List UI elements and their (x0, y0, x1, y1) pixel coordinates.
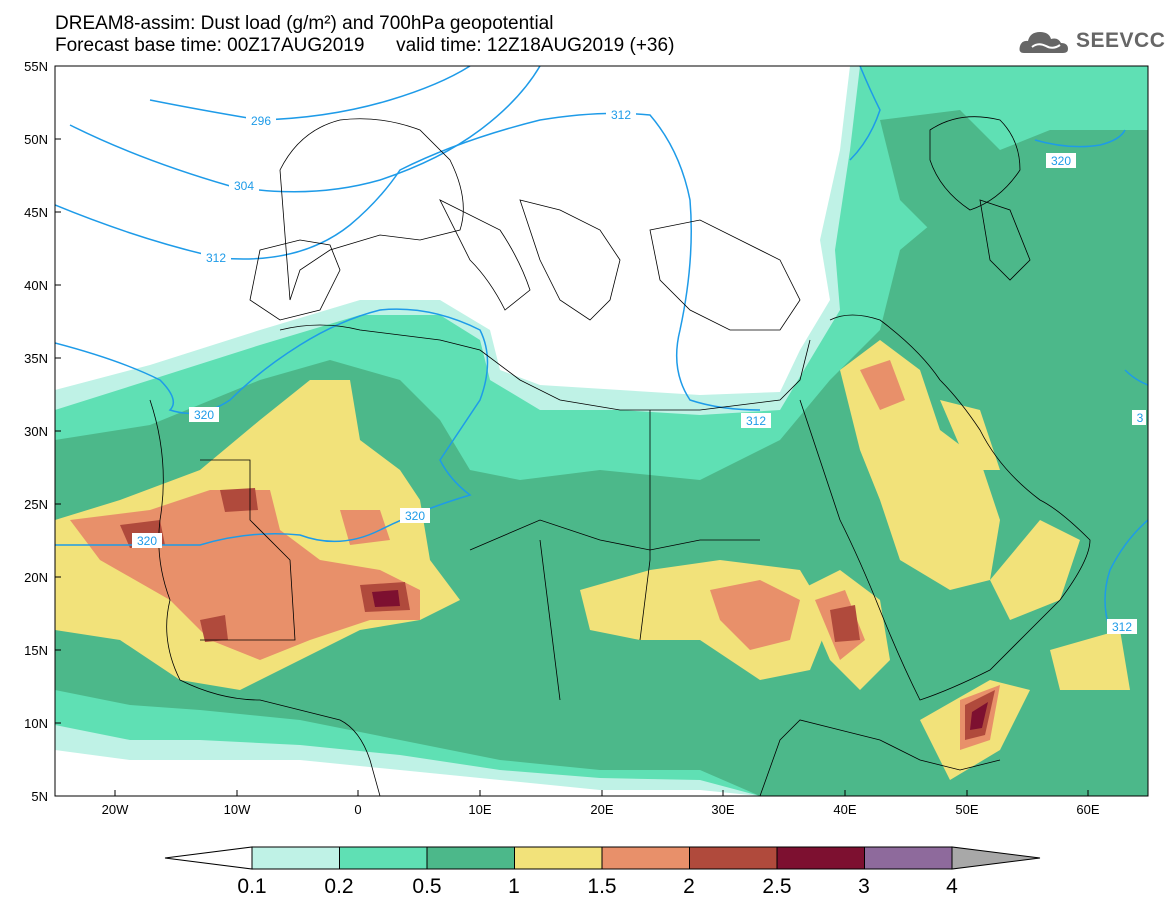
colorbar-label: 1 (508, 875, 520, 898)
longitude-ticks (114, 790, 1089, 796)
colorbar-arrow-left (164, 846, 253, 870)
contour-312-west (55, 112, 761, 411)
colorbar-swatch (864, 846, 953, 870)
colorbar-label: 3 (858, 875, 870, 898)
svg-text:312: 312 (611, 108, 631, 122)
cloud-logo-icon (1019, 32, 1068, 53)
forecast-time-subtitle: Forecast base time: 00Z17AUG2019 valid t… (55, 35, 675, 56)
dust-level-1-arabiansea (1050, 630, 1130, 690)
dust-level-2-5-b (970, 702, 988, 730)
latitude-axis: 55N 50N 45N 40N 35N 30N 25N 20N 15N 10N … (24, 59, 48, 804)
colorbar-label: 0.1 (237, 875, 266, 898)
contour-label-304: 304 (229, 178, 259, 193)
contour-320-east (1034, 129, 1126, 148)
map-area (55, 66, 1148, 796)
svg-text:312: 312 (746, 414, 766, 428)
colorbar-swatch (514, 846, 603, 870)
dust-level-1-5-interior (340, 510, 390, 545)
dust-level-2-c (200, 615, 228, 642)
contour-label-312-d: 312 (1107, 619, 1137, 634)
dust-level-2-5-a (372, 590, 400, 607)
contour-label-312-a: 312 (201, 250, 231, 265)
colorbar-swatch (776, 846, 865, 870)
lon-label: 20W (102, 802, 129, 817)
svg-text:312: 312 (1112, 620, 1132, 634)
svg-text:320: 320 (1051, 154, 1071, 168)
lat-label: 35N (24, 351, 48, 366)
lat-label: 50N (24, 132, 48, 147)
lon-label: 50E (955, 802, 978, 817)
lon-label: 30E (711, 802, 734, 817)
colorbar-swatch (689, 846, 778, 870)
colorbar-label: 1.5 (587, 875, 616, 898)
lon-label: 0 (354, 802, 361, 817)
lon-label: 10E (468, 802, 491, 817)
lat-label: 15N (24, 643, 48, 658)
lat-label: 25N (24, 497, 48, 512)
colorbar-label: 4 (946, 875, 958, 898)
contour-label-296: 296 (246, 113, 276, 128)
colorbar-swatch (426, 846, 515, 870)
logo-text: SEEVCCC (1076, 29, 1165, 52)
colorbar-labels: 0.1 0.2 0.5 1 1.5 2 2.5 3 4 (237, 875, 958, 898)
dust-level-1-gulf (940, 400, 1000, 470)
lon-label: 10W (224, 802, 251, 817)
contour-304 (69, 66, 541, 193)
contour-320-north (55, 308, 489, 546)
dust-level-1-5-arabia (860, 360, 905, 410)
colorbar-swatch (601, 846, 690, 870)
contour-label-320-a: 320 (189, 407, 219, 422)
contour-label-3-edge: 3 (1132, 410, 1146, 425)
dust-level-1-oman (990, 520, 1080, 620)
contour-label-312-b: 312 (606, 107, 636, 122)
lat-label: 30N (24, 424, 48, 439)
contour-312-east (1104, 519, 1148, 631)
lat-label: 40N (24, 278, 48, 293)
contour-320-east-small (1124, 369, 1148, 386)
lon-label: 60E (1076, 802, 1099, 817)
latitude-ticks (55, 65, 61, 724)
seevccc-logo: SEEVCCC (1018, 25, 1165, 59)
svg-text:304: 304 (234, 179, 254, 193)
colorbar-label: 0.5 (412, 875, 441, 898)
contour-label-320-c: 320 (132, 533, 162, 548)
colorbar: 0.1 0.2 0.5 1 1.5 2 2.5 3 4 (164, 846, 1041, 898)
svg-text:320: 320 (194, 408, 214, 422)
colorbar-arrow-right (951, 846, 1041, 870)
contour-label-group: 296 304 312 312 312 312 320 320 320 320 … (132, 107, 1146, 634)
contour-296 (149, 66, 471, 121)
svg-text:320: 320 (137, 534, 157, 548)
contour-label-312-c: 312 (741, 413, 771, 428)
contour-label-320-d: 320 (1046, 153, 1076, 168)
svg-text:320: 320 (405, 509, 425, 523)
dust-level-1-5-central (710, 580, 800, 650)
lat-label: 20N (24, 570, 48, 585)
svg-text:312: 312 (206, 251, 226, 265)
colorbar-swatches (251, 846, 953, 870)
map-title: DREAM8-assim: Dust load (g/m²) and 700hP… (55, 13, 554, 34)
svg-text:296: 296 (251, 114, 271, 128)
lon-label: 40E (833, 802, 856, 817)
coastlines-borders (149, 116, 1091, 796)
svg-text:3: 3 (1137, 411, 1144, 425)
colorbar-swatch (251, 846, 340, 870)
lat-label: 5N (31, 789, 48, 804)
colorbar-swatch (339, 846, 428, 870)
geopotential-contours (55, 66, 1148, 631)
colorbar-label: 2.5 (762, 875, 791, 898)
dust-level-0-5-caspian (880, 110, 1030, 250)
lat-label: 10N (24, 716, 48, 731)
contour-label-320-b: 320 (400, 508, 430, 523)
dust-level-2-e (830, 605, 860, 642)
dust-level-2-b (220, 488, 258, 512)
contour-north-polar (849, 66, 881, 161)
colorbar-label: 0.2 (324, 875, 353, 898)
lon-label: 20E (590, 802, 613, 817)
lat-label: 45N (24, 205, 48, 220)
longitude-axis: 20W 10W 0 10E 20E 30E 40E 50E 60E (102, 802, 1100, 817)
lat-label: 55N (24, 59, 48, 74)
colorbar-label: 2 (683, 875, 695, 898)
